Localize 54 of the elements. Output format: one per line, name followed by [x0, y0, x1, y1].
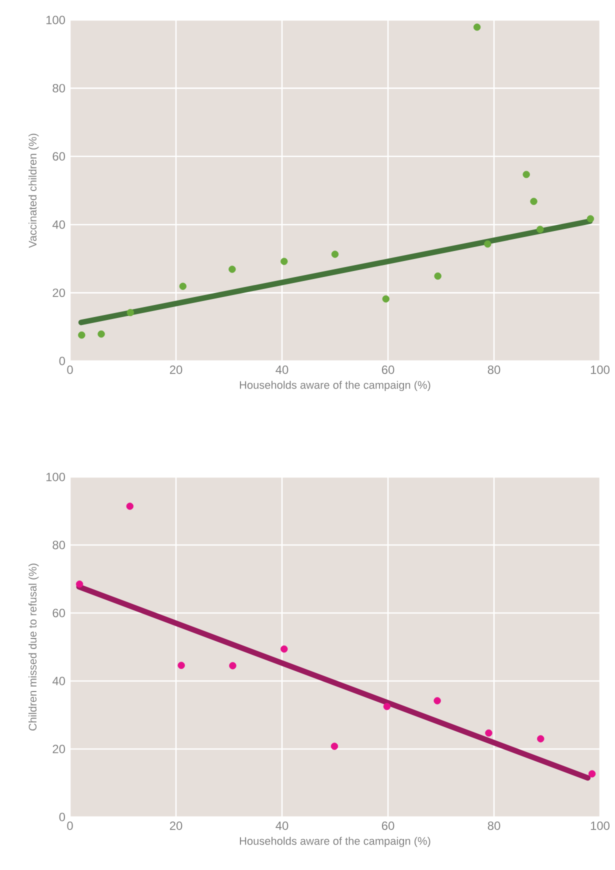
x-tick-label: 60 [382, 822, 394, 830]
y-tick-label: 40 [52, 676, 66, 686]
y-tick-label: 100 [46, 16, 66, 24]
y-tick-label: 40 [52, 220, 66, 229]
y-axis-title: Children missed due to refusal (%) [28, 564, 39, 730]
x-tick-label: 20 [170, 366, 182, 374]
point [434, 272, 442, 280]
y-tick-label: 0 [59, 812, 66, 822]
y-axis-title: Vaccinated children (%) [28, 134, 39, 248]
point [78, 331, 86, 339]
x-axis-title: Households aware of the campaign (%) [240, 836, 430, 848]
point [228, 266, 236, 273]
point [588, 770, 596, 778]
x-tick-label: 0 [67, 366, 73, 374]
y-tick-label: 20 [52, 288, 66, 298]
point [179, 282, 186, 290]
y-tick-label: 60 [52, 608, 66, 618]
point [280, 645, 288, 653]
point [530, 198, 538, 206]
x-tick-label: 0 [67, 822, 73, 830]
point [383, 702, 391, 710]
x-tick-label: 40 [276, 366, 288, 374]
x-tick-label: 100 [590, 366, 610, 374]
point [98, 330, 105, 338]
point [126, 502, 134, 510]
x-tick-label: 100 [590, 822, 610, 830]
y-tick-label: 80 [52, 84, 66, 92]
point [76, 580, 84, 588]
point [473, 24, 481, 31]
y-tick-label: 80 [52, 540, 66, 550]
point [484, 240, 492, 248]
x-tick-label: 80 [488, 366, 500, 374]
point [434, 697, 441, 704]
point [537, 735, 544, 742]
point [382, 295, 390, 303]
point [522, 170, 530, 178]
point [485, 729, 492, 737]
point [536, 226, 544, 233]
x-tick-label: 80 [488, 822, 500, 830]
x-tick-label: 20 [170, 822, 182, 830]
point [178, 662, 185, 669]
x-axis-title: Households aware of the campaign (%) [240, 380, 430, 392]
y-tick-label: 20 [52, 744, 66, 754]
point [331, 250, 339, 258]
x-tick-label: 40 [276, 822, 288, 830]
point [126, 308, 134, 316]
y-tick-label: 60 [52, 152, 66, 161]
point [330, 742, 338, 750]
y-tick-label: 100 [46, 472, 66, 482]
point [229, 662, 236, 670]
y-tick-label: 0 [59, 356, 66, 366]
point [586, 215, 594, 222]
x-tick-label: 60 [382, 366, 394, 374]
point [280, 258, 288, 266]
